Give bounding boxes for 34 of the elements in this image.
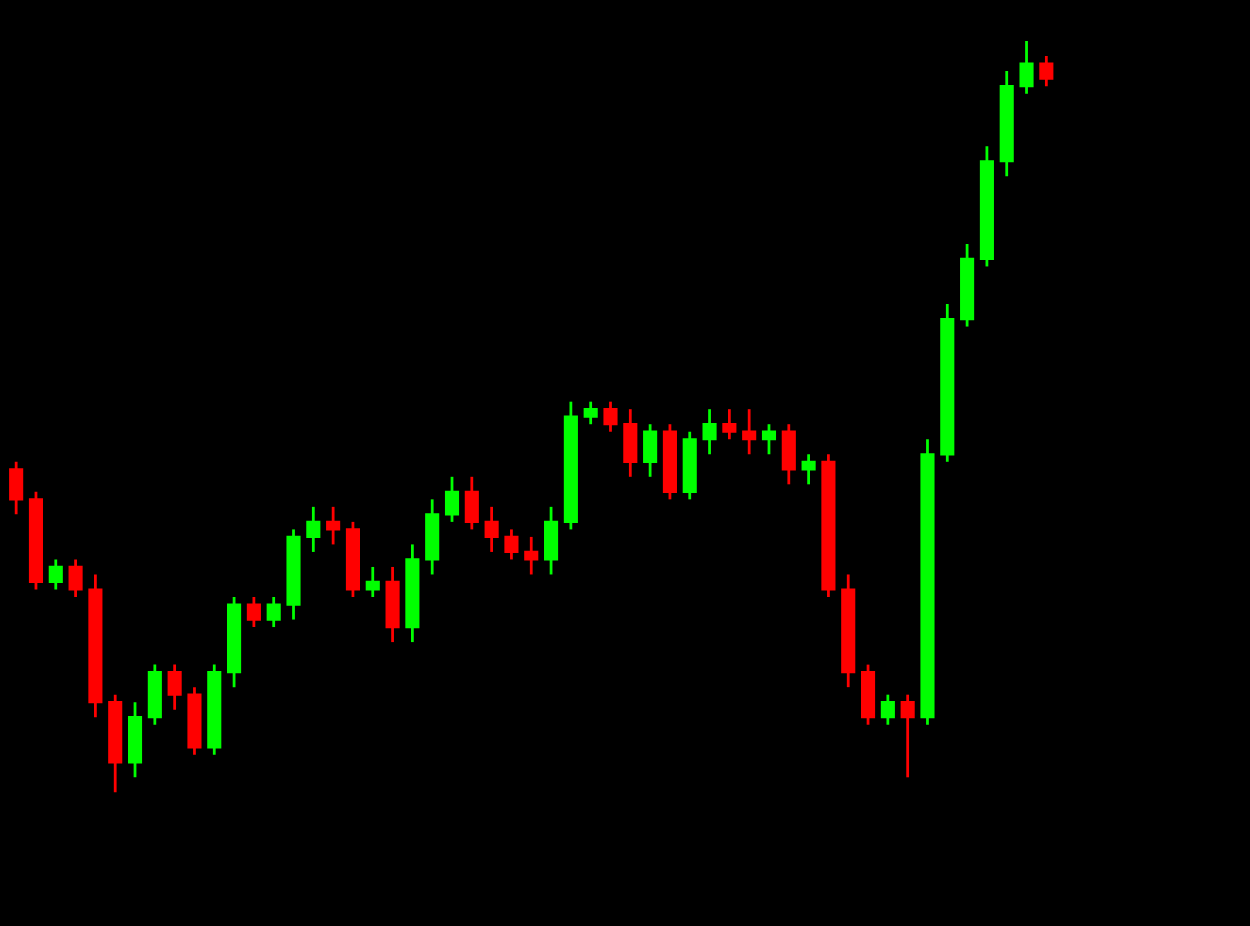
candlestick (127, 700, 143, 779)
candlestick (761, 422, 777, 456)
candlestick (880, 693, 895, 727)
candlestick (306, 505, 321, 554)
candlestick (167, 663, 182, 712)
candlestick (781, 422, 796, 486)
candlestick (742, 407, 757, 456)
candlestick (860, 663, 876, 727)
candlestick (900, 693, 915, 779)
candlestick (544, 505, 559, 576)
candlestick (266, 595, 281, 629)
candlestick (524, 535, 539, 576)
candlestick (365, 565, 380, 599)
candlestick (1019, 39, 1034, 96)
candlestick (9, 460, 24, 516)
candlestick (246, 595, 261, 629)
candlestick (623, 407, 638, 479)
candlestick (464, 475, 479, 531)
candlestick (484, 505, 499, 554)
candlestick (48, 558, 63, 591)
candlestick (583, 400, 598, 426)
candlestick (801, 452, 816, 486)
candlestick (702, 407, 717, 456)
candlestick (643, 422, 658, 479)
candlestick (68, 558, 83, 599)
candlestick (444, 475, 460, 524)
candlestick (1039, 54, 1054, 88)
candlestick (603, 400, 618, 434)
candlestick (147, 663, 162, 727)
candlestick (385, 565, 400, 644)
candlestick (722, 407, 737, 441)
candlestick (326, 505, 341, 546)
candlestick (504, 528, 519, 561)
candlestick (425, 497, 440, 576)
